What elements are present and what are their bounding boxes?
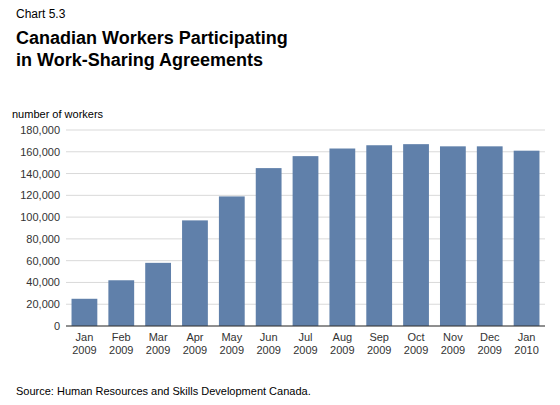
x-tick-label: Nov2009 xyxy=(441,331,465,356)
title: Canadian Workers Participating xyxy=(16,28,288,48)
grid xyxy=(66,130,545,326)
x-axis: Jan2009 Feb2009 Mar2009 Apr2009 May2009 Jun20… xyxy=(72,331,539,356)
y-axis: 0 20,000 40,000 60,000 80,000 100,000 120,000 1… xyxy=(20,124,60,332)
x-tick-label: Jan2010 xyxy=(514,331,538,356)
x-tick-label: Sep2009 xyxy=(367,331,391,356)
bar xyxy=(366,145,392,326)
y-tick-label: 40,000 xyxy=(26,276,60,288)
x-tick-label: Feb2009 xyxy=(109,331,133,356)
bars xyxy=(72,144,540,326)
x-tick-label: Jun2009 xyxy=(256,331,280,356)
bar xyxy=(182,220,208,326)
chart-label: Chart 5.3 xyxy=(16,7,66,21)
grid-line xyxy=(66,130,545,131)
x-tick-label: Oct2009 xyxy=(404,331,428,356)
bar xyxy=(72,299,98,326)
bar xyxy=(145,263,171,326)
x-tick-label: Apr2009 xyxy=(183,331,207,356)
source-note: Source: Human Resources and Skills Devel… xyxy=(16,385,311,397)
x-tick-label: May2009 xyxy=(220,331,244,356)
y-tick-label: 60,000 xyxy=(26,255,60,267)
y-tick-label: 140,000 xyxy=(20,168,60,180)
bar xyxy=(256,168,282,326)
y-tick-label: 20,000 xyxy=(26,298,60,310)
bar xyxy=(514,151,540,326)
y-tick-label: 160,000 xyxy=(20,146,60,158)
y-tick-label: 180,000 xyxy=(20,124,60,136)
x-tick-label: Jan2009 xyxy=(72,331,96,356)
bar xyxy=(477,146,503,326)
y-tick-label: 120,000 xyxy=(20,189,60,201)
x-tick-label: Jul2009 xyxy=(293,331,317,356)
bar xyxy=(293,156,319,326)
bar xyxy=(329,149,355,326)
y-tick-label: 100,000 xyxy=(20,211,60,223)
title: in Work-Sharing Agreements xyxy=(16,50,263,70)
y-axis-label: number of workers xyxy=(12,108,104,120)
bar xyxy=(403,144,429,326)
y-tick-label: 80,000 xyxy=(26,233,60,245)
y-tick-label: 0 xyxy=(54,320,60,332)
x-tick-label: Aug2009 xyxy=(330,331,354,356)
x-tick-label: Mar2009 xyxy=(146,331,170,356)
x-axis-line xyxy=(66,325,545,326)
x-tick-label: Dec2009 xyxy=(477,331,501,356)
chart: Chart 5.3 Canadian Workers Participatingi… xyxy=(0,0,560,405)
grid-line xyxy=(66,326,545,327)
bar xyxy=(219,196,245,326)
bar xyxy=(108,280,134,326)
bar xyxy=(440,146,466,326)
grid-line xyxy=(66,151,545,152)
